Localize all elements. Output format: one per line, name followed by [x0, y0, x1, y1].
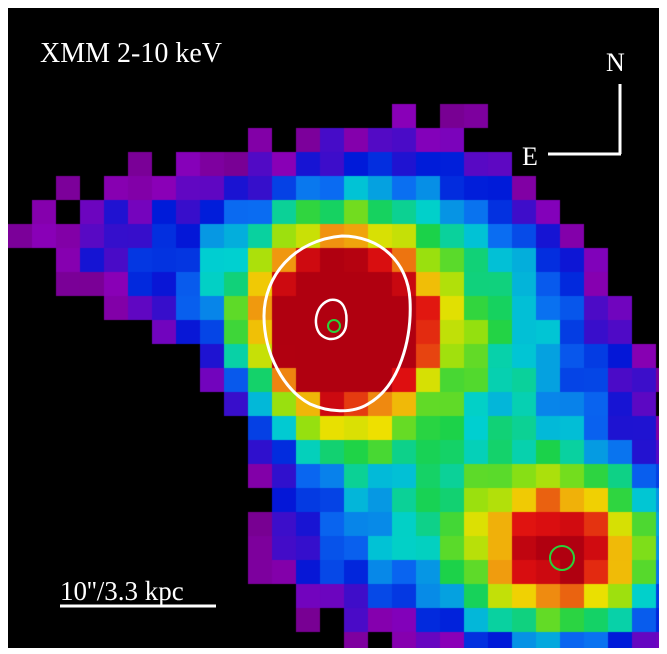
compass-north-label: N	[606, 48, 625, 77]
xray-heatmap	[8, 8, 659, 648]
source-marker-primary	[327, 319, 341, 333]
outer-contour	[262, 234, 412, 413]
source-marker-secondary	[549, 545, 575, 571]
band-label: XMM 2-10 keV	[40, 38, 222, 69]
overlay-layer	[60, 84, 622, 608]
inner-contour	[314, 298, 348, 341]
scale-bar-label: 10''/3.3 kpc	[60, 576, 184, 606]
compass-east-label: E	[522, 142, 538, 171]
xray-image: XMM 2-10 keV N E 10''/3.3 kpc	[8, 8, 659, 648]
